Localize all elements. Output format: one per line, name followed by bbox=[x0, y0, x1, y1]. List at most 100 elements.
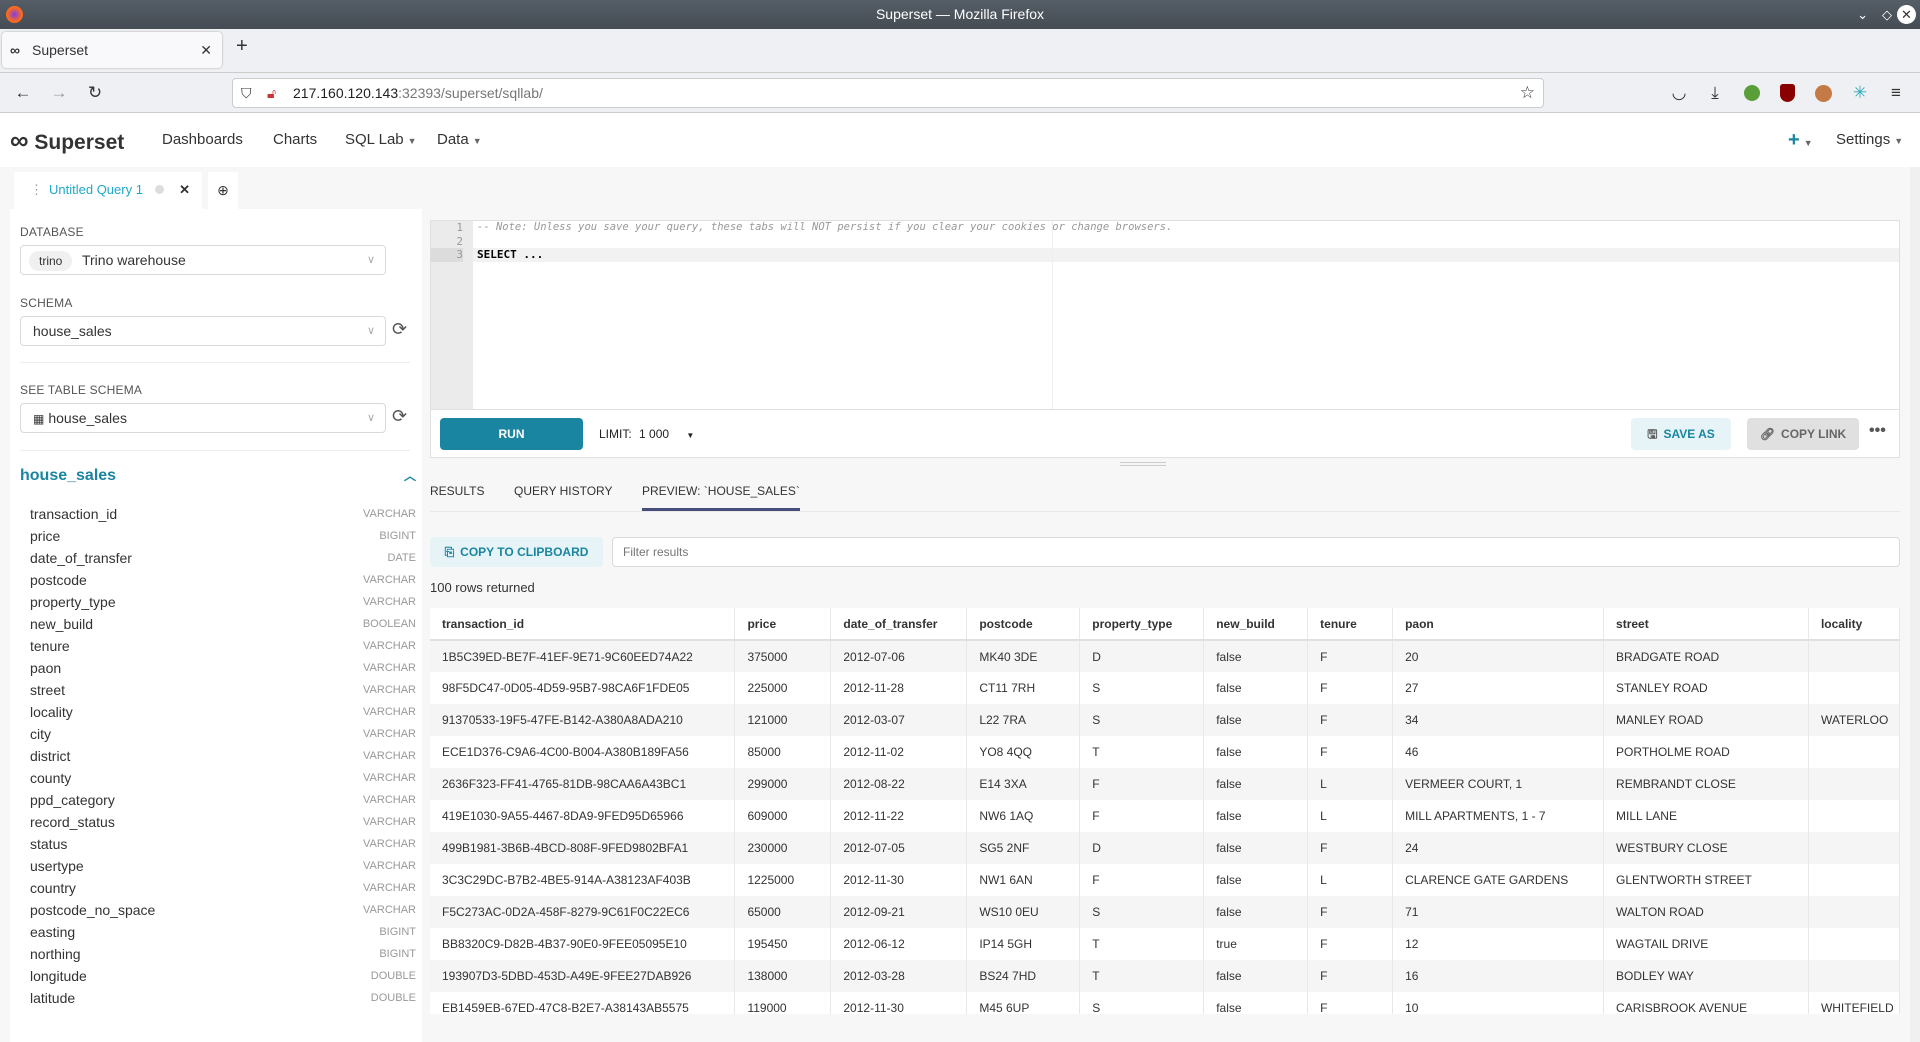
new-tab-icon[interactable]: + bbox=[236, 35, 248, 57]
more-options-icon[interactable]: ••• bbox=[1869, 422, 1886, 439]
column-name: postcode bbox=[30, 572, 87, 588]
collapse-chevron-icon[interactable]: ︿ bbox=[403, 469, 416, 483]
browser-tab[interactable]: ∞ Superset ✕ bbox=[2, 32, 222, 68]
table-cell: 65000 bbox=[734, 896, 832, 928]
column-type: VARCHAR bbox=[363, 508, 416, 520]
sql-editor[interactable]: 1 2 3 -- Note: Unless you save your quer… bbox=[430, 220, 1900, 410]
divider bbox=[20, 362, 410, 363]
cookie-icon[interactable] bbox=[1815, 85, 1832, 102]
add-query-tab-button[interactable]: ⊕ bbox=[208, 172, 238, 209]
refresh-tables-icon[interactable]: ⟳ bbox=[392, 406, 408, 426]
nav-dashboards[interactable]: Dashboards bbox=[162, 131, 243, 148]
url-bar[interactable]: ⛉ 🔓︎ 217.160.120.143:32393/superset/sqll… bbox=[232, 78, 1544, 108]
column-name: date_of_transfer bbox=[30, 550, 132, 566]
table-cell: 85000 bbox=[734, 736, 832, 768]
tab-query-history[interactable]: QUERY HISTORY bbox=[514, 484, 613, 498]
table-heading[interactable]: house_sales ︿ bbox=[20, 467, 416, 485]
column-header-price[interactable]: price bbox=[734, 608, 832, 641]
table-cell: F bbox=[1307, 832, 1394, 864]
settings-menu[interactable]: Settings ▼ bbox=[1836, 113, 1903, 168]
column-name: northing bbox=[30, 946, 81, 962]
column-header-paon[interactable]: paon bbox=[1392, 608, 1605, 641]
tab-results[interactable]: RESULTS bbox=[430, 484, 485, 498]
schema-value: house_sales bbox=[33, 323, 112, 339]
schema-select[interactable]: house_sales ∨ bbox=[20, 316, 386, 346]
table-cell: 2012-11-22 bbox=[830, 800, 968, 832]
close-window-icon[interactable]: ✕ bbox=[1897, 5, 1916, 24]
query-tab-title: Untitled Query 1 bbox=[49, 182, 143, 197]
column-header-locality[interactable]: locality bbox=[1808, 608, 1900, 641]
new-plus-menu[interactable]: + ▼ bbox=[1788, 129, 1813, 151]
download-icon[interactable]: ⤓ bbox=[1711, 83, 1719, 102]
column-header-transaction-id[interactable]: transaction_id bbox=[430, 608, 736, 641]
nav-charts[interactable]: Charts bbox=[273, 131, 318, 148]
column-header-tenure[interactable]: tenure bbox=[1307, 608, 1394, 641]
superset-logo[interactable]: ∞ Superset bbox=[10, 113, 124, 170]
save-as-button[interactable]: 🖫︎ SAVE AS bbox=[1631, 418, 1731, 450]
table-cell: 2012-08-22 bbox=[830, 768, 968, 800]
table-cell: T bbox=[1079, 928, 1205, 960]
tab-preview[interactable]: PREVIEW: `HOUSE_SALES` bbox=[642, 478, 800, 511]
schema-column-item: record_status VARCHAR bbox=[30, 811, 416, 833]
ublock-icon[interactable] bbox=[1780, 84, 1795, 102]
column-header-property-type[interactable]: property_type bbox=[1079, 608, 1205, 641]
table-cell: L bbox=[1307, 768, 1394, 800]
close-tab-icon[interactable]: ✕ bbox=[200, 42, 212, 58]
filter-results-input[interactable] bbox=[612, 537, 1900, 567]
minimize-icon[interactable]: ⌄ bbox=[1857, 7, 1868, 22]
table-cell: T bbox=[1079, 736, 1205, 768]
extension-star-icon[interactable]: ✳ bbox=[1852, 83, 1868, 102]
nav-data[interactable]: Data ▼ bbox=[437, 113, 482, 168]
database-select[interactable]: trino Trino warehouse ∨ bbox=[20, 245, 386, 275]
table-cell bbox=[1808, 832, 1900, 864]
page-scrollbar[interactable] bbox=[1910, 167, 1920, 1042]
run-button[interactable]: RUN bbox=[440, 418, 583, 450]
column-type: VARCHAR bbox=[363, 684, 416, 696]
table-cell: 10 bbox=[1392, 992, 1605, 1014]
forward-icon[interactable]: → bbox=[50, 83, 68, 102]
close-query-tab-icon[interactable]: ✕ bbox=[179, 182, 190, 197]
reload-icon[interactable]: ↻ bbox=[87, 83, 103, 102]
refresh-schema-icon[interactable]: ⟳ bbox=[392, 319, 408, 339]
column-name: locality bbox=[30, 704, 73, 720]
table-cell: F bbox=[1307, 896, 1394, 928]
column-header-date-of-transfer[interactable]: date_of_transfer bbox=[830, 608, 968, 641]
limit-dropdown[interactable]: LIMIT: 1 000 ▼ bbox=[599, 418, 694, 452]
table-cell: 2012-11-30 bbox=[830, 992, 968, 1014]
table-select[interactable]: ▦ house_sales ∨ bbox=[20, 403, 386, 433]
column-name: transaction_id bbox=[30, 506, 118, 522]
copy-link-button[interactable]: 🔗︎ COPY LINK bbox=[1747, 418, 1859, 450]
drag-handle-icon[interactable]: ⋮ bbox=[30, 182, 43, 197]
table-cell: REMBRANDT CLOSE bbox=[1603, 768, 1809, 800]
table-cell: F bbox=[1079, 864, 1205, 896]
table-row: ECE1D376-C9A6-4C00-B004-A380B189FA56 8500… bbox=[430, 736, 1900, 768]
table-cell bbox=[1808, 928, 1900, 960]
query-tab-active[interactable]: ⋮ Untitled Query 1 ✕ bbox=[14, 172, 202, 209]
copy-to-clipboard-button[interactable]: ⎘ COPY TO CLIPBOARD bbox=[430, 537, 603, 567]
maximize-icon[interactable]: ◇ bbox=[1882, 7, 1892, 22]
schema-column-item: usertype VARCHAR bbox=[30, 855, 416, 877]
extension-green-icon[interactable] bbox=[1744, 85, 1760, 101]
column-header-postcode[interactable]: postcode bbox=[966, 608, 1081, 641]
table-cell: 138000 bbox=[734, 960, 832, 992]
column-header-new-build[interactable]: new_build bbox=[1203, 608, 1309, 641]
resize-handle[interactable] bbox=[1120, 462, 1166, 466]
table-cell: YO8 4QQ bbox=[966, 736, 1081, 768]
pocket-icon[interactable]: ◡ bbox=[1671, 83, 1687, 102]
nav-sql-lab-label: SQL Lab bbox=[345, 131, 404, 148]
table-cell: 375000 bbox=[734, 640, 832, 672]
table-cell: 34 bbox=[1392, 704, 1605, 736]
insecure-lock-icon: 🔓︎ bbox=[267, 85, 277, 101]
back-icon[interactable]: ← bbox=[14, 83, 32, 102]
table-cell: F bbox=[1307, 960, 1394, 992]
table-cell: EB1459EB-67ED-47C8-B2E7-A38143AB5575 bbox=[430, 992, 736, 1014]
nav-sql-lab[interactable]: SQL Lab ▼ bbox=[345, 113, 417, 168]
column-header-street[interactable]: street bbox=[1603, 608, 1809, 641]
table-cell: MANLEY ROAD bbox=[1603, 704, 1809, 736]
table-cell: 121000 bbox=[734, 704, 832, 736]
hamburger-menu-icon[interactable]: ≡ bbox=[1891, 83, 1901, 102]
bookmark-star-icon[interactable]: ☆ bbox=[1519, 83, 1535, 102]
column-type: DATE bbox=[387, 552, 416, 564]
browser-tab-bar: ∞ Superset ✕ + bbox=[0, 29, 1920, 72]
caret-down-icon: ▼ bbox=[686, 431, 695, 440]
